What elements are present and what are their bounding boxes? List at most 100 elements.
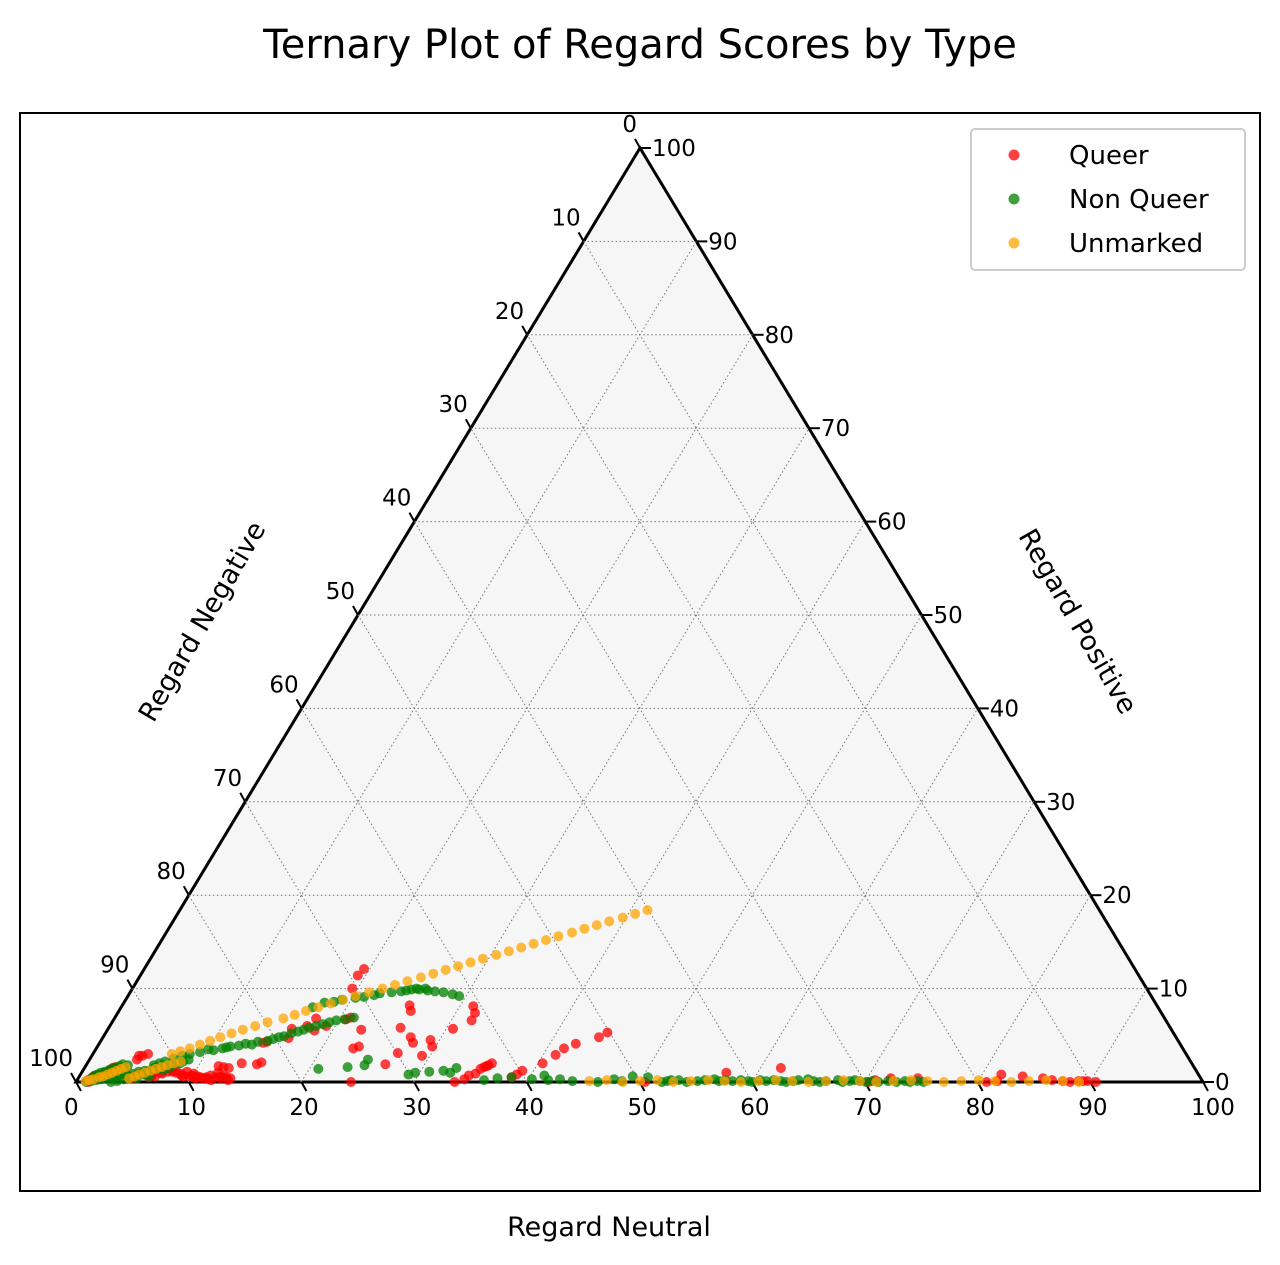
grid-lines [131,240,1148,1083]
tick-left [577,231,585,242]
point-queer [353,1041,364,1052]
point-non-queer [506,1072,517,1083]
point-queer [775,1063,786,1073]
point-unmarked [503,946,514,957]
point-queer [1065,1077,1075,1087]
point-unmarked [770,1075,781,1086]
tick-left [239,792,247,803]
tick-label-bottom: 70 [853,1095,882,1121]
tick-label-right: 20 [1102,883,1131,909]
point-unmarked [604,916,615,927]
tick-label-bottom: 0 [64,1095,79,1121]
point-queer [466,1015,477,1026]
point-unmarked [120,1062,131,1073]
point-non-queer [313,1063,324,1074]
point-queer [721,1067,732,1078]
point-unmarked [541,935,551,945]
point-unmarked [553,931,564,942]
point-unmarked [300,1006,311,1016]
point-queer [347,983,358,994]
tick-bottom [413,1081,420,1092]
point-unmarked [166,1049,177,1059]
tick-label-left: 70 [213,766,242,792]
legend: Queer Non Queer Unmarked [970,128,1246,271]
point-unmarked [888,1076,899,1087]
data-points [80,905,1101,1087]
point-unmarked [215,1032,226,1043]
tick-label-left: 10 [551,205,580,231]
point-unmarked [175,1046,186,1057]
tick-left [126,979,134,990]
point-unmarked [325,998,336,1009]
point-unmarked [591,920,602,931]
tick-left [352,605,359,616]
point-queer [223,1063,234,1073]
point-unmarked [803,1077,814,1087]
legend-label-non-queer: Non Queer [1069,185,1209,215]
tick-bottom [1202,1081,1209,1092]
point-non-queer [454,991,465,1002]
point-unmarked [205,1035,216,1046]
point-unmarked [787,1076,798,1087]
point-unmarked [415,972,426,983]
point-non-queer [526,1074,537,1085]
point-non-queer [543,1075,554,1086]
tick-bottom [187,1081,195,1092]
point-unmarked [377,983,388,994]
tick-marks: 0 0 0 10 10 10 20 20 20 30 30 30 40 40 40 50 50 50 60 60 60 7… [29,112,1235,1121]
point-unmarked [1057,1076,1068,1087]
tick-left [295,698,303,709]
point-unmarked [237,1024,248,1035]
point-unmarked [1074,1077,1084,1087]
point-unmarked [821,1076,831,1087]
point-unmarked [1041,1075,1052,1086]
tick-label-bottom: 10 [177,1095,206,1121]
point-non-queer [492,1073,503,1084]
point-unmarked [338,994,349,1005]
point-unmarked [250,1021,261,1031]
point-non-queer [438,987,449,998]
point-queer [425,1035,436,1045]
tick-label-left: 40 [382,486,411,512]
point-unmarked [491,950,502,960]
tick-bottom [300,1081,308,1092]
point-unmarked [402,976,413,987]
tick-label-right: 30 [1046,790,1075,816]
tick-label-right: 70 [821,416,850,442]
point-queer [143,1049,154,1059]
point-non-queer [410,1067,421,1078]
point-unmarked [584,1076,595,1087]
grid-line-negative [188,894,302,1083]
tick-label-left: 60 [269,672,298,698]
point-queer [468,1001,479,1012]
point-non-queer [592,1077,603,1087]
point-non-queer [479,1075,489,1086]
legend-marker-queer [1008,149,1020,161]
point-unmarked [195,1039,205,1050]
legend-marker-unmarked [1008,237,1020,249]
point-unmarked [630,908,641,919]
tick-label-left: 80 [157,859,186,885]
point-unmarked [601,1075,612,1086]
point-non-queer [342,1062,353,1073]
tick-label-bottom: 30 [402,1095,431,1121]
legend-box [970,128,1246,271]
point-unmarked [735,1077,746,1087]
grid-line-neutral [864,801,1035,1083]
point-queer [352,970,363,981]
point-queer [517,1065,528,1076]
tick-label-bottom: 50 [628,1095,657,1121]
grid-line-negative [470,427,866,1083]
tick-label-left: 90 [100,953,129,979]
point-non-queer [208,1045,219,1056]
point-unmarked [579,923,590,934]
point-unmarked [922,1076,933,1087]
tick-label-left: 100 [29,1046,73,1072]
tick-left [182,885,190,896]
tick-label-right: 50 [934,603,963,629]
tick-label-right: 0 [1215,1070,1230,1096]
tick-label-right: 10 [1159,977,1188,1003]
point-unmarked [617,1077,628,1087]
tick-label-bottom: 20 [289,1095,318,1121]
point-non-queer [348,1012,359,1023]
